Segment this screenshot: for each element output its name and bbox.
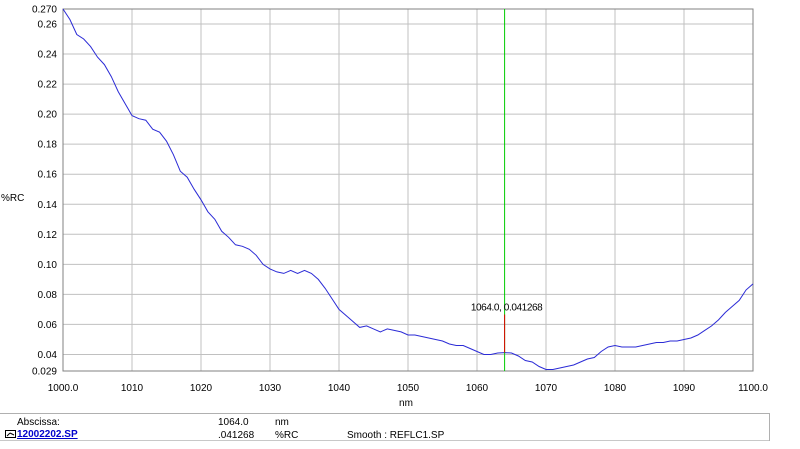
x-tick-label: 1090	[673, 383, 696, 394]
horizontal-grid	[63, 23, 753, 355]
y-tick-labels: 0.270 0.26 0.24 0.22 0.20 0.18 0.16 0.14 0.12 0.1…	[32, 5, 57, 378]
x-tick-label: 1070	[535, 383, 558, 394]
y-tick-label: 0.14	[38, 200, 58, 211]
x-tick-label: 1010	[121, 383, 144, 394]
y-tick-label: 0.08	[38, 290, 58, 301]
y-tick-label: 0.270	[32, 5, 57, 16]
x-tick-label: 1080	[604, 383, 627, 394]
x-tick-label: 1030	[259, 383, 282, 394]
x-tick-label: 1100.0	[738, 383, 768, 394]
abscissa-label: Abscissa:	[17, 417, 60, 428]
x-tick-label: 1050	[397, 383, 420, 394]
x-tick-label: 1000.0	[48, 383, 79, 394]
y-tick-label: 0.20	[38, 110, 58, 121]
abscissa-value: 1064.0	[218, 417, 249, 428]
y-tick-label: 0.26	[38, 20, 58, 31]
info-divider-bottom	[0, 440, 770, 441]
smooth-info: Smooth : REFLC1.SP	[347, 430, 445, 441]
info-divider-right	[769, 413, 770, 441]
y-tick-label: 0.10	[38, 260, 58, 271]
x-tick-labels: 1000.0 1010 1020 1030 1040 1050 1060 1070 1080 10…	[48, 383, 769, 394]
y-tick-label: 0.029	[32, 367, 57, 378]
cursor-value-label: 1064.0, 0.041268	[471, 303, 543, 314]
y-axis-label: %RC	[1, 193, 24, 204]
x-axis-label: nm	[399, 398, 413, 409]
y-tick-label: 0.18	[38, 140, 58, 151]
abscissa-unit: nm	[275, 417, 289, 428]
info-panel: Abscissa: 1064.0 nm 12002202.SP .041268 …	[0, 413, 800, 449]
y-tick-label: 0.12	[38, 230, 58, 241]
spectrum-file-link[interactable]: 12002202.SP	[17, 429, 78, 440]
y-tick-label: 0.16	[38, 170, 58, 181]
y-tick-label: 0.06	[38, 320, 58, 331]
info-divider	[0, 413, 770, 414]
spectrum-file-icon[interactable]	[5, 430, 16, 438]
x-tick-label: 1060	[466, 383, 489, 394]
ordinate-value: .041268	[218, 430, 255, 441]
y-tick-label: 0.22	[38, 80, 58, 91]
ordinate-unit: %RC	[275, 430, 299, 441]
y-tick-label: 0.04	[38, 350, 58, 361]
plot-frame	[62, 8, 754, 372]
spectrum-line	[62, 8, 754, 370]
y-tick-label: 0.24	[38, 50, 58, 61]
spectrum-chart[interactable]: 0.270 0.26 0.24 0.22 0.20 0.18 0.16 0.14 0.12 0.1…	[0, 0, 800, 412]
x-tick-label: 1040	[328, 383, 351, 394]
x-tick-label: 1020	[190, 383, 213, 394]
vertical-grid	[131, 9, 685, 371]
